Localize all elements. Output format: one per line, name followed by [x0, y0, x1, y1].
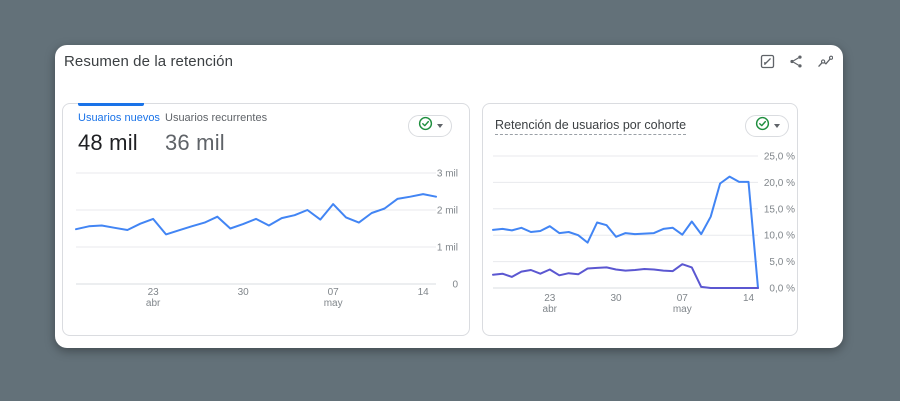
metric-label: Usuarios recurrentes: [165, 112, 268, 124]
check-circle-icon: [755, 116, 770, 136]
share-button[interactable]: [785, 52, 807, 74]
metric-label: Usuarios nuevos: [78, 112, 160, 124]
svg-text:07: 07: [328, 287, 340, 298]
insights-button[interactable]: [814, 52, 836, 74]
page-title: Resumen de la retención: [64, 53, 234, 70]
users-overview-card: Usuarios nuevos 48 mil Usuarios recurren…: [62, 103, 470, 336]
svg-text:10,0 %: 10,0 %: [764, 231, 795, 242]
edit-button[interactable]: [756, 52, 778, 74]
svg-text:1 mil: 1 mil: [437, 243, 458, 254]
chevron-down-icon: [436, 124, 443, 128]
svg-text:may: may: [673, 304, 692, 315]
card-title-cohort[interactable]: Retención de usuarios por cohorte: [495, 118, 687, 135]
svg-text:23: 23: [148, 287, 160, 298]
metric-value: 36 mil: [165, 130, 225, 155]
svg-text:07: 07: [677, 293, 689, 304]
report-actions: [756, 52, 836, 74]
svg-text:0: 0: [452, 280, 458, 291]
svg-text:2 mil: 2 mil: [437, 206, 458, 217]
svg-text:25,0 %: 25,0 %: [764, 152, 795, 163]
svg-text:abr: abr: [146, 298, 161, 309]
svg-text:may: may: [324, 298, 343, 309]
svg-text:3 mil: 3 mil: [437, 169, 458, 180]
svg-text:15,0 %: 15,0 %: [764, 204, 795, 215]
insights-icon: [817, 54, 834, 72]
data-quality-badge[interactable]: [745, 115, 789, 137]
tab-usuarios-nuevos[interactable]: Usuarios nuevos 48 mil: [78, 112, 160, 156]
metric-value: 48 mil: [78, 130, 138, 155]
svg-text:30: 30: [238, 287, 250, 298]
svg-text:23: 23: [544, 293, 556, 304]
edit-icon: [760, 54, 775, 72]
data-quality-badge[interactable]: [408, 115, 452, 137]
svg-text:0,0 %: 0,0 %: [769, 284, 795, 295]
retention-summary-panel: Resumen de la retención: [55, 45, 843, 348]
chevron-down-icon: [773, 124, 780, 128]
svg-text:30: 30: [610, 293, 622, 304]
active-tab-indicator: [78, 103, 144, 106]
svg-text:14: 14: [743, 293, 755, 304]
check-circle-icon: [418, 116, 433, 136]
svg-text:20,0 %: 20,0 %: [764, 178, 795, 189]
cohort-retention-card: Retención de usuarios por cohorte 0,0 % 5…: [482, 103, 798, 336]
svg-text:abr: abr: [543, 304, 558, 315]
share-icon: [789, 54, 803, 72]
tab-usuarios-recurrentes[interactable]: Usuarios recurrentes 36 mil: [165, 112, 267, 156]
svg-text:5,0 %: 5,0 %: [769, 257, 795, 268]
svg-text:14: 14: [418, 287, 430, 298]
